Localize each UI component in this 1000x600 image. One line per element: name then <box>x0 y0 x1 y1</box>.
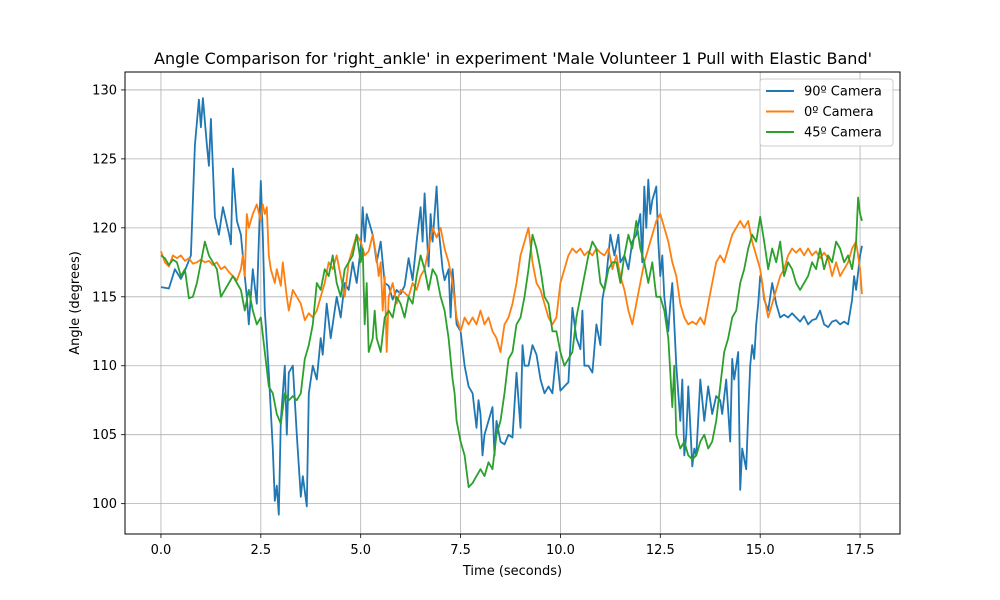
legend-box <box>759 78 894 147</box>
x-axis-label: Time (seconds) <box>462 564 562 579</box>
axes: 0.0 2.5 5.0 7.5 10.0 12.5 15.0 17.5 100 105 110 115… <box>92 83 874 558</box>
plot-lines <box>160 97 863 516</box>
legend-label-0: 90º Camera <box>804 85 882 100</box>
series-line-2 <box>160 196 863 488</box>
series-line-0 <box>160 97 863 516</box>
legend-label-2: 45º Camera <box>804 126 882 141</box>
y-tick-label: 120 <box>92 221 117 236</box>
legend: 90º Camera 0º Camera 45º Camera <box>759 78 894 147</box>
series-line-1 <box>160 203 863 353</box>
x-tick-label: 2.5 <box>250 543 271 558</box>
x-tick-label: 17.5 <box>846 543 875 558</box>
legend-label-1: 0º Camera <box>804 105 874 120</box>
y-axis-label: Angle (degrees) <box>68 251 83 355</box>
y-tick-label: 115 <box>92 290 117 305</box>
y-tick-label: 130 <box>92 83 117 98</box>
x-tick-label: 7.5 <box>450 543 471 558</box>
chart-title: Angle Comparison for 'right_ankle' in ex… <box>154 49 872 69</box>
y-tick-label: 110 <box>92 359 117 374</box>
x-tick-label: 0.0 <box>151 543 172 558</box>
y-tick-label: 125 <box>92 152 117 167</box>
plot-frame <box>124 71 901 535</box>
x-tick-label: 15.0 <box>746 543 775 558</box>
y-tick-label: 105 <box>92 428 117 443</box>
y-tick-label: 100 <box>92 497 117 512</box>
x-tick-label: 10.0 <box>546 543 575 558</box>
x-tick-label: 5.0 <box>350 543 371 558</box>
x-tick-label: 12.5 <box>646 543 675 558</box>
